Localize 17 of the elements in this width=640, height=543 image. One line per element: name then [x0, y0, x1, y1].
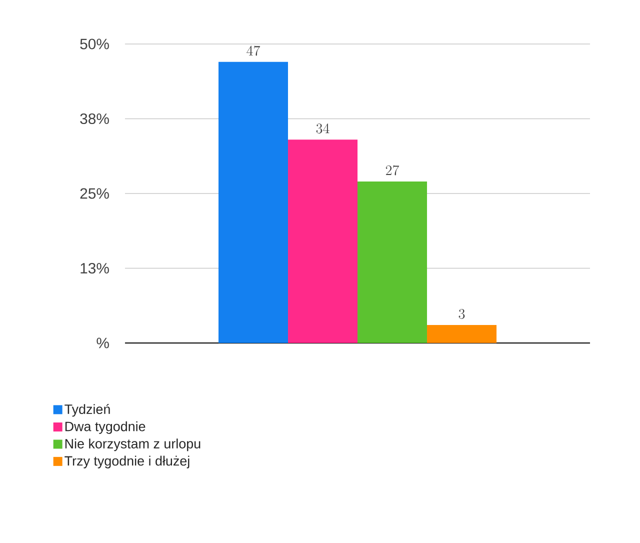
bar [358, 182, 428, 343]
legend-label: Trzy tygodnie i dłużej [64, 456, 190, 468]
data-label: 27 [386, 165, 400, 176]
y-tick-label: 50% [80, 38, 109, 50]
y-tick-label: 25% [80, 188, 109, 199]
data-label: 34 [316, 123, 330, 134]
bar [427, 325, 497, 343]
bar [218, 62, 288, 343]
legend-label: Nie korzystam z urlopu [65, 438, 200, 452]
bar [288, 140, 358, 343]
legend-label: Tydzień [64, 404, 110, 417]
y-tick-label: % [96, 338, 109, 348]
y-tick-label: 13% [80, 262, 109, 274]
data-label: 3 [458, 308, 465, 319]
legend-label: Dwa tygodnie [65, 421, 146, 434]
y-tick-label: 38% [80, 113, 109, 124]
data-label: 47 [246, 46, 260, 56]
